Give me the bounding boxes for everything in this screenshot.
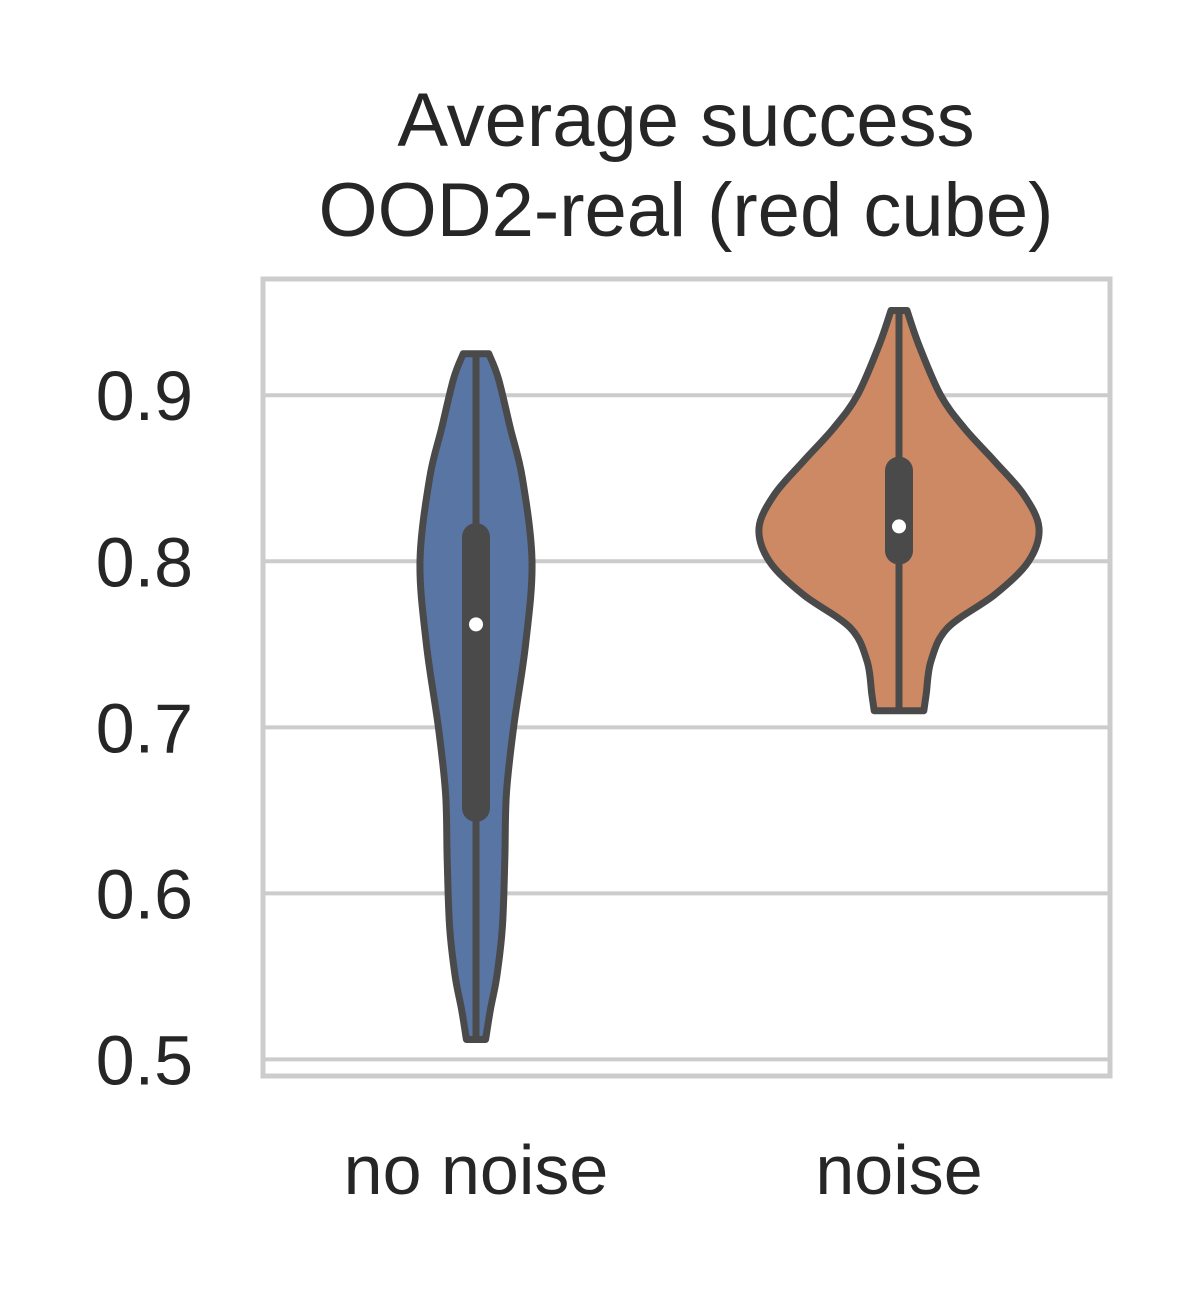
violin-median-dot (469, 617, 483, 632)
violin-median-dot (892, 519, 906, 534)
violin-iqr-box (885, 456, 913, 565)
y-tick-label: 0.8 (96, 523, 193, 601)
y-axis-tick-labels: 0.5 0.6 0.7 0.8 0.9 (96, 357, 193, 1099)
x-tick-label: no noise (344, 1131, 609, 1209)
y-tick-label: 0.6 (96, 855, 193, 933)
chart-title-line-2: OOD2-real (red cube) (319, 168, 1054, 253)
y-tick-label: 0.7 (96, 689, 193, 767)
violin-no-noise (416, 350, 536, 1043)
chart-title-line-1: Average success (397, 78, 974, 163)
x-tick-label: noise (815, 1131, 982, 1209)
violin-noise (755, 307, 1043, 715)
y-tick-label: 0.9 (96, 357, 193, 435)
x-axis-tick-labels: no noise noise (344, 1131, 983, 1209)
y-tick-label: 0.5 (96, 1021, 193, 1099)
plot-frame (260, 276, 1113, 1079)
violins (416, 307, 1043, 1043)
violin-iqr-box (462, 523, 490, 822)
